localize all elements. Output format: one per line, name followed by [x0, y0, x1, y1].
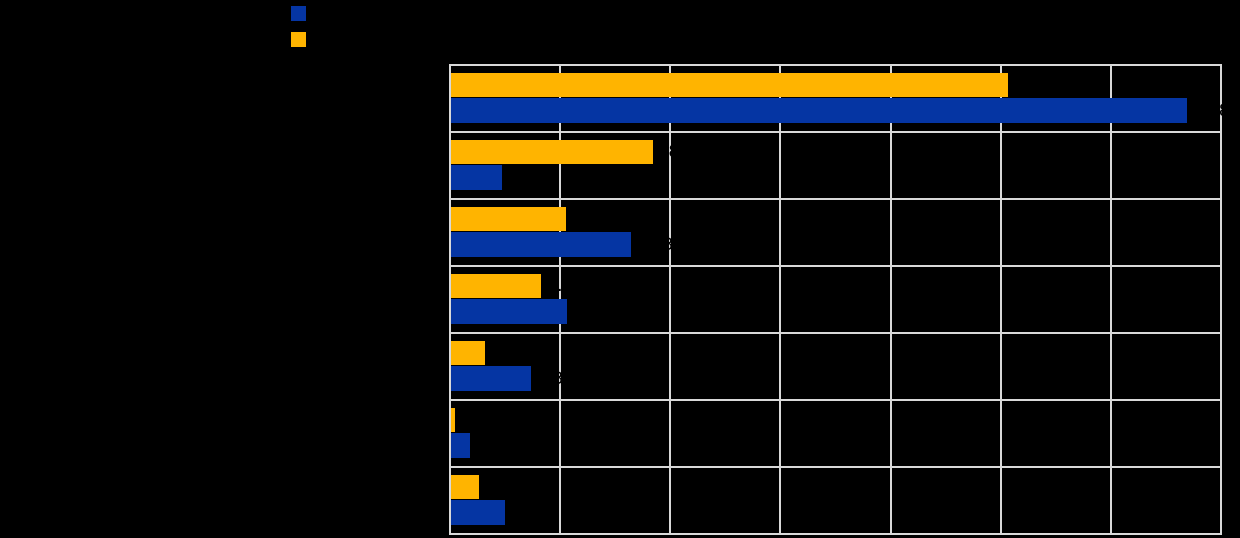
bar-series-1-category-6 — [451, 433, 470, 458]
gridline-horizontal — [449, 533, 1222, 535]
bar-series-2-category-6 — [451, 408, 456, 432]
bar-value-label: 4.6 — [506, 167, 534, 188]
gridline-vertical — [779, 64, 782, 535]
legend — [291, 6, 314, 58]
bar-series-1-category-7 — [451, 500, 505, 525]
gridline-vertical — [889, 64, 892, 535]
gridline-horizontal — [449, 332, 1222, 334]
legend-swatch-yellow — [291, 32, 306, 47]
category-label-4 — [0, 266, 434, 333]
plot-area: 66.8 4.6 16.3 10.5 7.3 1.7 4.9 50.6 18.3 10.4 8.2 3… — [449, 64, 1230, 535]
bar-series-1-category-1 — [451, 98, 1187, 123]
bar-series-2-category-2 — [451, 140, 653, 164]
category-label-2 — [0, 132, 434, 199]
bar-series-1-category-4 — [451, 299, 567, 324]
bar-value-label: 10.5 — [571, 301, 610, 322]
bar-value-label: 4.9 — [509, 502, 538, 523]
bar-value-label: 18.3 — [657, 142, 696, 162]
category-label-1 — [0, 65, 434, 132]
gridline-horizontal — [449, 131, 1222, 133]
bar-value-label: 0.4 — [460, 410, 488, 430]
bar-value-label: 2.5 — [483, 477, 511, 497]
category-label-5 — [0, 333, 434, 400]
bar-value-label: 16.3 — [635, 234, 674, 255]
gridline-horizontal — [449, 466, 1222, 468]
legend-swatch-blue — [291, 6, 306, 21]
bar-value-label: 50.6 — [1013, 75, 1052, 95]
gridline-vertical — [1109, 64, 1112, 535]
bar-value-label: 10.4 — [570, 209, 609, 229]
category-label-3 — [0, 199, 434, 266]
bar-series-1-category-3 — [451, 232, 631, 257]
bar-value-label: 8.2 — [546, 276, 574, 296]
bar-series-2-category-7 — [451, 475, 479, 499]
gridline-horizontal — [449, 399, 1222, 401]
category-label-7 — [0, 467, 434, 534]
gridline-vertical — [1220, 64, 1222, 535]
category-label-6 — [0, 400, 434, 467]
bar-value-label: 1.7 — [474, 435, 502, 456]
gridline-horizontal — [449, 64, 1222, 66]
bar-series-2-category-3 — [451, 207, 566, 231]
bar-value-label: 7.3 — [536, 368, 564, 389]
bar-series-2-category-1 — [451, 73, 1009, 97]
gridline-horizontal — [449, 265, 1222, 267]
gridline-horizontal — [449, 198, 1222, 200]
gridline-vertical — [669, 64, 672, 535]
bar-series-1-category-5 — [451, 366, 532, 391]
gridline-vertical — [449, 64, 451, 535]
bar-series-1-category-2 — [451, 165, 502, 190]
bar-series-2-category-5 — [451, 341, 486, 365]
legend-item-series-1 — [291, 6, 314, 21]
gridline-vertical — [999, 64, 1002, 535]
category-axis — [0, 65, 440, 534]
bar-value-label: 66.8 — [1191, 100, 1230, 121]
bar-series-2-category-4 — [451, 274, 542, 298]
legend-item-series-2 — [291, 32, 314, 47]
bar-value-label: 3.1 — [490, 343, 518, 363]
